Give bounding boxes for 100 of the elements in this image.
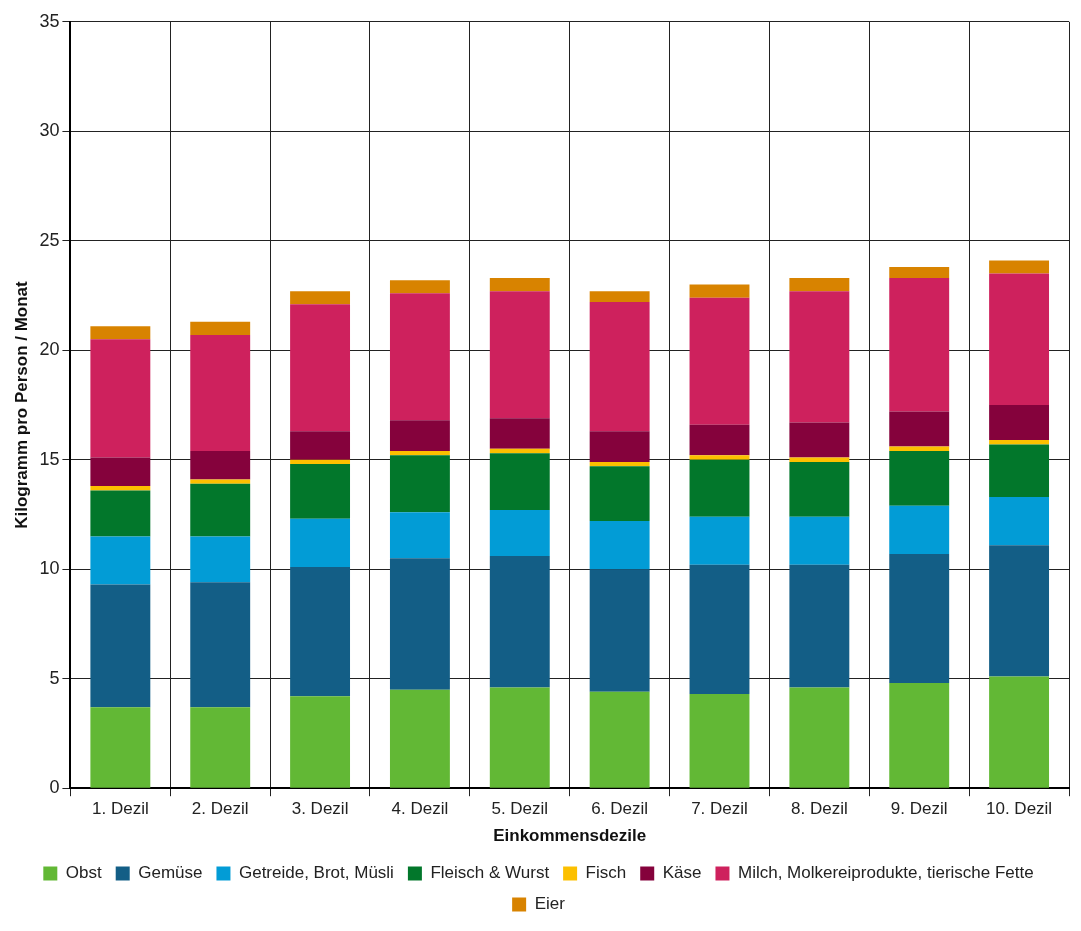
bar (489, 556, 550, 688)
y-tick-label: 15 (39, 448, 60, 469)
bar (489, 418, 550, 449)
bar (789, 687, 850, 788)
bar (889, 411, 950, 447)
bar (889, 505, 950, 554)
bar (489, 291, 550, 419)
bar (989, 273, 1050, 405)
bar (689, 455, 750, 460)
bar (789, 516, 850, 565)
y-tick-label: 20 (39, 339, 60, 360)
bar (989, 676, 1050, 788)
bar (190, 479, 251, 484)
bar (889, 267, 950, 278)
x-tick-label: 6. Dezil (591, 799, 648, 819)
bar (989, 444, 1050, 497)
bar (489, 453, 550, 511)
bar (789, 422, 850, 458)
bar (989, 260, 1050, 274)
bar (290, 304, 351, 432)
bar (689, 424, 750, 456)
x-tick-label: 4. Dezil (391, 799, 449, 819)
bar (90, 339, 151, 458)
legend-label: Getreide, Brot, Müsli (238, 863, 394, 883)
x-tick-label: 8. Dezil (791, 799, 848, 819)
bar (489, 510, 550, 557)
bar (90, 584, 151, 708)
bar (90, 457, 151, 487)
y-tick-label: 0 (49, 777, 60, 798)
legend-label: Gemüse (138, 863, 203, 883)
bar (889, 450, 950, 506)
bar (689, 297, 750, 425)
bar (789, 278, 850, 292)
bar (589, 291, 650, 303)
bar (889, 553, 950, 684)
bar (689, 694, 750, 788)
bar (789, 461, 850, 517)
bar (90, 490, 151, 537)
bar (989, 440, 1050, 445)
bar (389, 450, 450, 456)
legend-label: Milch, Molkereiprodukte, tierische Fette (737, 863, 1034, 883)
bar (589, 521, 650, 570)
bar (290, 291, 351, 305)
bar (489, 687, 550, 788)
bar (789, 291, 850, 423)
y-tick-label: 35 (39, 10, 60, 31)
legend-label: Obst (65, 863, 102, 883)
y-axis-title: Kilogramm pro Person / Monat (11, 280, 31, 529)
y-tick-label: 25 (39, 229, 60, 250)
bar (190, 582, 251, 708)
legend-label: Käse (662, 863, 702, 883)
bar (989, 496, 1050, 546)
bar (589, 569, 650, 692)
y-tick-label: 10 (39, 558, 60, 579)
bar (589, 431, 650, 462)
bar (689, 284, 750, 298)
bar (789, 457, 850, 462)
bar (190, 483, 251, 537)
bar (190, 536, 251, 583)
x-axis-title: Einkommensdezile (493, 826, 647, 846)
bar (90, 326, 151, 340)
x-tick-label: 10. Dezil (986, 799, 1053, 819)
bar (389, 455, 450, 513)
bar (190, 334, 251, 451)
bar (290, 459, 351, 465)
bar (689, 516, 750, 565)
x-tick-label: 5. Dezil (491, 799, 549, 819)
legend-label: Fleisch & Wurst (430, 863, 550, 883)
bar (589, 691, 650, 788)
bar (489, 278, 550, 292)
bar (290, 696, 351, 788)
bar (989, 545, 1050, 677)
x-tick-label: 9. Dezil (890, 799, 948, 819)
bar (90, 707, 151, 788)
bar (489, 448, 550, 454)
bar (290, 431, 351, 460)
bar (389, 280, 450, 294)
bar (90, 536, 151, 585)
bar (889, 683, 950, 788)
bar (989, 405, 1050, 441)
bar (90, 486, 151, 491)
bar (789, 564, 850, 688)
bar (589, 302, 650, 432)
bar (589, 461, 650, 467)
bar (190, 450, 251, 480)
y-tick-label: 30 (39, 120, 60, 141)
legend-label: Eier (534, 894, 566, 914)
bar (689, 459, 750, 517)
bar (290, 464, 351, 519)
legend-label: Fisch (585, 863, 627, 883)
bar (389, 293, 450, 421)
bar (889, 278, 950, 412)
bar (389, 420, 450, 451)
bar (389, 689, 450, 788)
x-tick-label: 7. Dezil (691, 799, 748, 819)
bar (689, 564, 750, 695)
x-tick-label: 2. Dezil (191, 799, 249, 819)
bar (389, 558, 450, 690)
bar (290, 567, 351, 697)
bar (290, 518, 351, 568)
